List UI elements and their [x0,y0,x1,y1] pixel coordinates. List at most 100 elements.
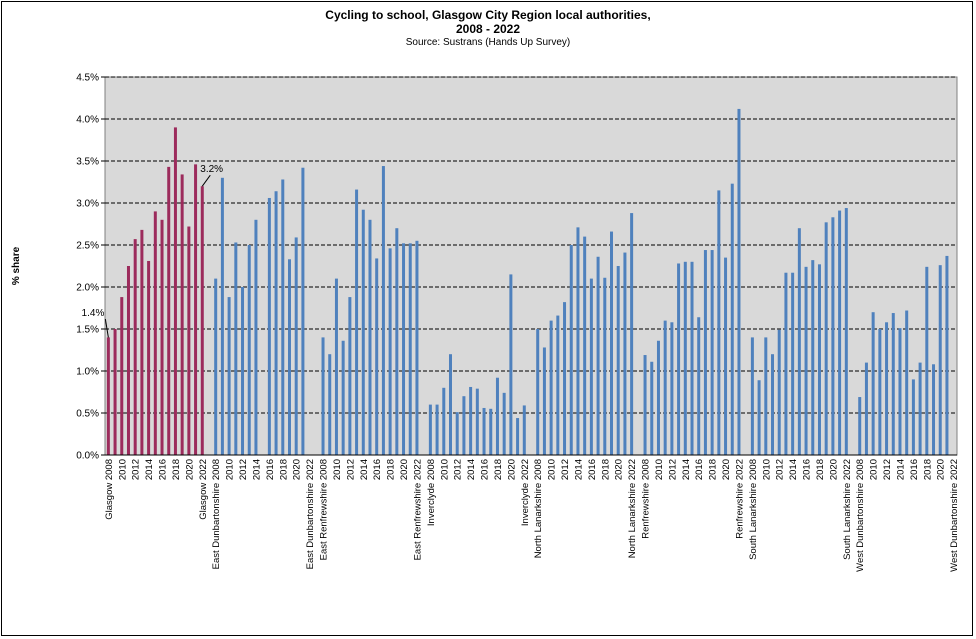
bar-north-lanarkshire-2022 [630,213,634,455]
bar-renfrewshire-2009 [650,361,654,455]
bar-inverclyde-2019 [502,392,506,455]
bar-south-lanarkshire-2019 [824,222,828,455]
x-tick-label: 2020 [936,459,947,480]
bar-east-renfrewshire-2019 [395,228,399,455]
bar-south-lanarkshire-2010 [764,337,768,455]
x-tick-label: 2014 [681,459,692,480]
bar-west-dunbartonshire-2017 [918,362,922,455]
x-tick-label: 2020 [721,459,732,480]
leader-line [104,318,109,338]
x-tick-label: North Lanarkshire 2022 [627,459,638,558]
y-tick-label: 2.0% [76,283,99,294]
bar-north-lanarkshire-2012 [563,302,567,455]
bar-east-renfrewshire-2010 [334,278,338,455]
x-tick-label: North Lanarkshire 2008 [533,459,544,558]
bars [106,108,949,456]
x-tick-label: 2020 [828,459,839,480]
bar-east-renfrewshire-2009 [328,354,332,455]
bar-north-lanarkshire-2015 [583,236,587,455]
x-tick-label: 2018 [493,459,504,480]
x-tick-label: 2010 [439,459,450,480]
bar-north-lanarkshire-2009 [542,347,546,455]
bar-east-renfrewshire-2015 [368,219,372,455]
x-tick-label: 2020 [184,459,195,480]
bar-east-dunbartonshire-2010 [227,297,231,455]
x-tick-label: East Renfrewshire 2022 [412,459,423,560]
x-tick-label: 2016 [587,459,598,480]
bar-south-lanarkshire-2009 [757,380,761,455]
x-tick-label: East Dunbartonshire 2022 [305,459,316,569]
x-tick-label: 2012 [882,459,893,480]
bar-inverclyde-2020 [509,274,513,455]
x-tick-label: 2020 [506,459,517,480]
bar-south-lanarkshire-2021 [838,210,842,455]
leader-line [201,174,211,187]
bar-glasgow-2012 [133,239,137,455]
bar-east-dunbartonshire-2021 [301,167,305,455]
x-tick-label: 2010 [869,459,880,480]
x-tick-label: 2016 [694,459,705,480]
x-tick-label: 2020 [292,459,303,480]
x-tick-label: West Dunbartonshire 2008 [855,459,866,572]
bar-glasgow-2018 [173,127,177,456]
x-tick-label: 2018 [815,459,826,480]
bar-north-lanarkshire-2017 [596,256,600,455]
chart-title-line-1: Cycling to school, Glasgow City Region l… [325,8,651,22]
bar-renfrewshire-2022 [737,108,741,456]
bar-north-lanarkshire-2020 [616,266,620,455]
x-tick-label: 2014 [359,459,370,480]
bar-east-renfrewshire-2008 [321,337,325,455]
bar-renfrewshire-2012 [670,322,674,455]
bar-south-lanarkshire-2013 [784,272,788,455]
plot-area [104,76,958,456]
bar-inverclyde-2015 [475,388,479,455]
y-tick-label: 3.0% [76,199,99,210]
bar-south-lanarkshire-2020 [831,217,835,455]
x-tick-label: 2012 [345,459,356,480]
bar-glasgow-2020 [187,226,191,455]
bar-glasgow-2017 [167,166,171,455]
bar-south-lanarkshire-2014 [791,272,795,455]
chart-subtitle: Source: Sustrans (Hands Up Survey) [405,37,571,48]
bar-renfrewshire-2010 [656,340,660,455]
data-label: 3.2% [200,164,223,175]
bar-east-renfrewshire-2020 [402,243,406,455]
bar-east-renfrewshire-2022 [415,240,419,455]
bar-inverclyde-2010 [442,387,446,455]
bar-inverclyde-2013 [462,396,466,455]
bar-east-renfrewshire-2016 [375,258,379,455]
bar-renfrewshire-2016 [697,317,701,455]
bar-renfrewshire-2014 [683,261,687,455]
bar-west-dunbartonshire-2015 [905,310,909,455]
bar-east-renfrewshire-2017 [381,166,385,456]
y-tick-label: 0.0% [76,451,99,462]
bar-glasgow-2014 [147,260,151,455]
bar-south-lanarkshire-2008 [750,337,754,455]
bar-glasgow-2021 [194,164,198,456]
bar-inverclyde-2014 [469,386,473,455]
bar-north-lanarkshire-2016 [589,278,593,455]
bar-west-dunbartonshire-2012 [885,322,889,455]
x-tick-label: 2018 [600,459,611,480]
bar-glasgow-2008 [106,337,110,455]
bar-renfrewshire-2015 [690,261,694,455]
x-tick-label: Glasgow 2022 [198,459,209,520]
bar-west-dunbartonshire-2008 [858,397,862,455]
bar-west-dunbartonshire-2009 [864,362,868,455]
bar-south-lanarkshire-2017 [811,260,815,455]
y-axis-title: % share [11,246,22,285]
x-tick-label: 2016 [265,459,276,480]
bar-renfrewshire-2013 [677,263,681,455]
bar-inverclyde-2016 [482,407,486,455]
bar-east-dunbartonshire-2019 [287,259,291,455]
bar-inverclyde-2021 [516,418,520,455]
bar-west-dunbartonshire-2019 [932,364,936,455]
bar-north-lanarkshire-2021 [623,252,627,455]
bar-east-dunbartonshire-2008 [214,278,218,455]
x-tick-label: 2012 [131,459,142,480]
y-tick-label: 0.5% [76,409,99,420]
bar-renfrewshire-2018 [710,250,714,455]
x-tick-label: 2014 [466,459,477,480]
bar-renfrewshire-2011 [663,320,667,455]
bar-west-dunbartonshire-2018 [925,266,929,455]
